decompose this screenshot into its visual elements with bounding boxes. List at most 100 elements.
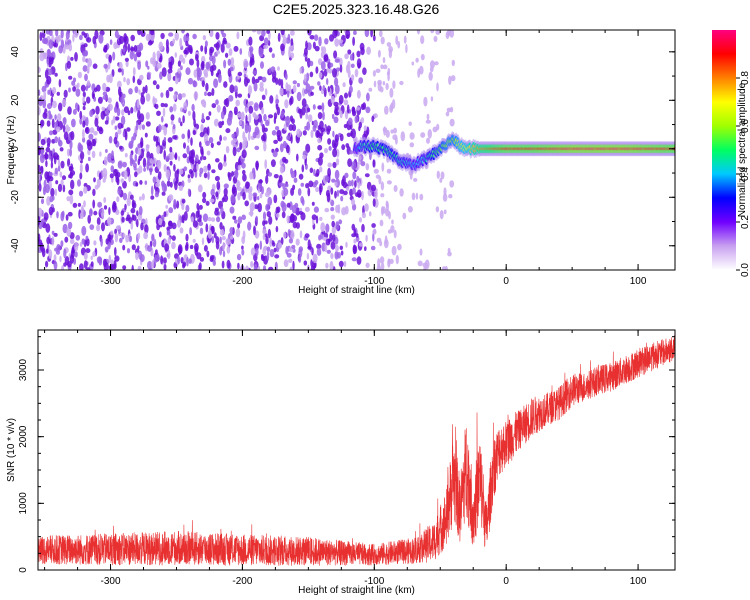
noise-speckle [397,243,402,251]
noise-speckle [176,71,179,79]
noise-speckle [218,121,223,129]
noise-speckle [115,209,120,216]
noise-speckle [277,32,281,43]
noise-speckle [445,111,450,117]
noise-speckle [261,94,266,101]
noise-speckle [162,107,166,118]
noise-speckle [102,178,106,183]
noise-speckle [349,54,354,61]
noise-speckle [82,91,86,98]
noise-speckle [225,238,231,246]
noise-speckle [205,61,210,70]
noise-speckle [267,228,271,239]
noise-speckle [272,150,278,158]
noise-speckle [420,132,426,138]
noise-speckle [189,58,194,66]
noise-speckle [299,67,302,74]
noise-speckle [279,87,284,96]
noise-speckle [120,96,124,104]
noise-speckle [326,78,329,85]
noise-speckle [193,91,199,100]
noise-speckle [322,85,326,92]
noise-speckle [189,227,193,236]
noise-speckle [442,193,448,202]
noise-speckle [45,160,48,168]
noise-speckle [46,120,51,127]
noise-speckle [110,165,115,173]
noise-speckle [176,200,180,209]
noise-speckle [180,65,183,71]
noise-speckle [237,222,241,229]
noise-speckle [243,73,247,78]
noise-speckle [372,159,375,168]
noise-speckle [361,212,366,219]
noise-speckle [276,206,281,213]
noise-speckle [395,254,399,265]
noise-speckle [197,184,203,193]
noise-speckle [244,200,249,207]
noise-speckle [280,110,285,119]
noise-speckle [192,238,196,243]
noise-speckle [164,183,167,192]
spectrogram-plot [38,30,675,270]
noise-speckle [158,231,162,238]
noise-speckle [223,183,229,189]
noise-speckle [318,72,323,79]
noise-speckle [85,163,89,173]
noise-speckle [202,197,207,204]
noise-speckle [149,32,155,41]
noise-speckle [352,244,357,255]
noise-speckle [163,149,166,160]
noise-speckle [346,132,352,137]
noise-speckle [122,47,126,53]
noise-speckle [265,203,270,212]
noise-speckle [94,184,99,190]
noise-speckle [111,150,114,160]
noise-speckle [428,71,433,81]
noise-speckle [263,113,267,122]
noise-speckle [39,31,43,42]
noise-speckle [338,94,344,105]
noise-speckle [349,188,354,197]
noise-speckle [286,252,292,258]
noise-speckle [190,170,194,179]
noise-speckle [77,142,82,152]
noise-speckle [173,164,176,172]
noise-speckle [47,89,50,95]
noise-speckle [59,255,62,263]
noise-speckle [44,171,49,180]
noise-speckle [93,210,98,216]
noise-speckle [181,201,185,211]
noise-speckle [107,97,112,104]
noise-speckle [266,246,271,252]
noise-speckle [187,174,191,179]
noise-speckle [358,77,364,84]
noise-speckle [69,194,74,205]
noise-speckle [277,242,283,249]
noise-speckle [203,133,209,142]
noise-speckle [203,245,208,252]
noise-speckle [98,33,104,44]
noise-speckle [92,251,96,258]
noise-speckle [127,110,131,116]
noise-speckle [82,120,86,128]
noise-speckle [49,195,54,203]
noise-speckle [344,172,349,179]
noise-speckle [67,126,71,132]
noise-speckle [112,263,117,270]
noise-speckle [405,43,408,54]
noise-speckle [54,72,58,77]
noise-speckle [225,145,230,154]
noise-speckle [129,50,134,60]
noise-speckle [145,144,150,153]
noise-speckle [208,30,214,37]
noise-speckle [305,143,311,153]
noise-speckle [96,224,101,232]
noise-speckle [319,166,323,173]
noise-speckle [85,126,90,135]
noise-speckle [104,120,109,125]
noise-speckle [313,261,317,269]
noise-speckle [385,208,390,217]
noise-speckle [38,239,43,247]
noise-speckle [62,124,66,133]
